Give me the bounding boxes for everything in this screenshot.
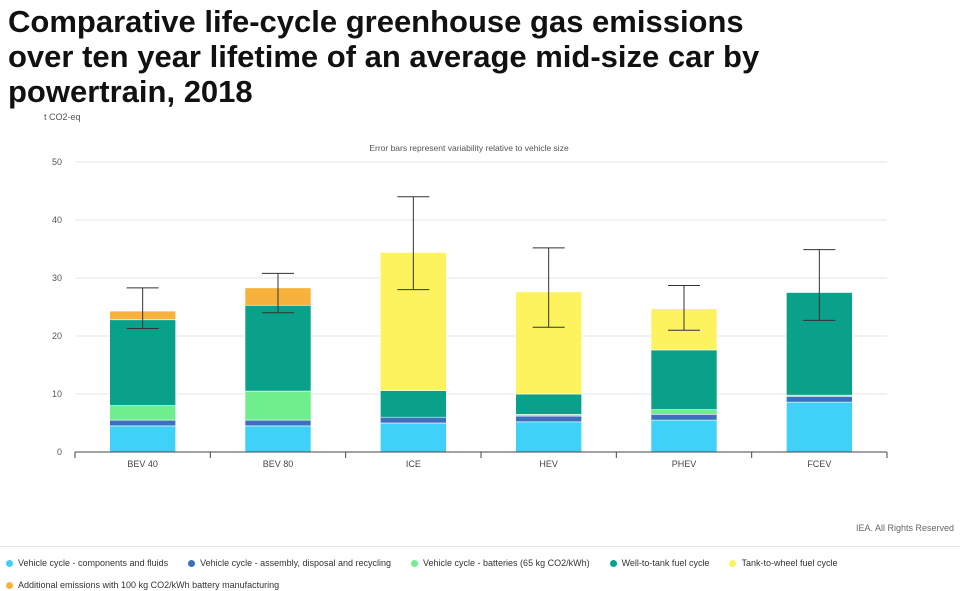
bar-segment [109,425,176,453]
bar-segment [380,416,447,424]
bar-segment [650,409,718,415]
y-tick-label: 30 [52,273,62,283]
y-tick-label: 0 [57,447,62,457]
x-tick-label: FCEV [807,459,831,469]
y-tick-label: 20 [52,331,62,341]
error-bar [262,272,294,314]
bar-segment [515,415,582,423]
y-tick-label: 10 [52,389,62,399]
legend-label: Vehicle cycle - assembly, disposal and r… [200,558,392,568]
bar-segment [109,405,176,421]
legend-swatch [188,559,196,567]
legend-swatch [6,559,13,567]
y-tick-label: 50 [52,157,62,167]
legend-divider [0,546,960,547]
bar-segment [380,422,447,453]
bar-segment [650,413,718,421]
legend-label: Vehicle cycle - components and fluids [18,558,169,568]
bar-segment [786,396,853,403]
legend-label: Additional emissions with 100 kg CO2/kWh… [18,580,280,590]
chart-annotation: Error bars represent variability relativ… [369,143,569,153]
legend-item[interactable]: Well-to-tank fuel cycle [609,557,710,569]
error-bar [397,196,430,291]
legend-item[interactable]: Vehicle cycle - components and fluids [6,557,168,569]
legend-swatch [729,559,737,567]
bar-segment [244,304,312,392]
error-bar [668,285,700,331]
bar-segment [244,419,312,427]
axes: 0 10 20 30 40 50 BEV 40 BEV 80 ICE HEV PHEV FCEV [52,157,888,469]
x-tick-label: PHEV [672,459,697,469]
x-tick-label: HEV [539,459,558,469]
credit-text: IEA. All Rights Reserved [855,523,954,533]
bar-segment [650,419,718,453]
gridlines [75,161,887,395]
legend-label: Tank-to-wheel fuel cycle [741,558,838,568]
error-bar [532,247,565,328]
stacked-bar-chart: 0 10 20 30 40 50 BEV 40 BEV 80 ICE HEV PHEV FCEV Er… [52,143,888,469]
legend-swatch [6,581,13,589]
legend: Vehicle cycle - components and fluids Veh… [6,557,906,591]
legend-item[interactable]: Tank-to-wheel fuel cycle [729,557,838,569]
error-bar [803,249,836,321]
x-tick-label: BEV 40 [127,459,158,469]
bar-segment [515,393,582,415]
bar-segment [244,390,312,421]
y-tick-label: 40 [52,215,62,225]
bars [109,252,853,453]
bar-segment [109,419,176,427]
bar-segment [380,390,447,418]
x-tick-label: BEV 80 [263,459,294,469]
error-bars [126,196,836,331]
legend-label: Vehicle cycle - batteries (65 kg CO2/kWh… [423,558,590,568]
bar-segment [244,425,312,453]
x-tick-label: ICE [406,459,421,469]
legend-item[interactable]: Additional emissions with 100 kg CO2/kWh… [6,579,279,591]
bar-segment [786,401,853,453]
bar-segment [650,349,718,410]
bar-segment [109,319,176,406]
bar-segment [515,421,582,453]
legend-item[interactable]: Vehicle cycle - assembly, disposal and r… [188,557,391,569]
legend-swatch [609,559,617,567]
chart-title: Comparative life-cycle greenhouse gas em… [8,4,760,109]
y-axis-unit-label: t CO2-eq [44,112,81,122]
error-bar [126,287,159,329]
legend-swatch [411,559,419,567]
legend-item[interactable]: Vehicle cycle - batteries (65 kg CO2/kWh… [411,557,590,569]
legend-label: Well-to-tank fuel cycle [621,558,710,568]
